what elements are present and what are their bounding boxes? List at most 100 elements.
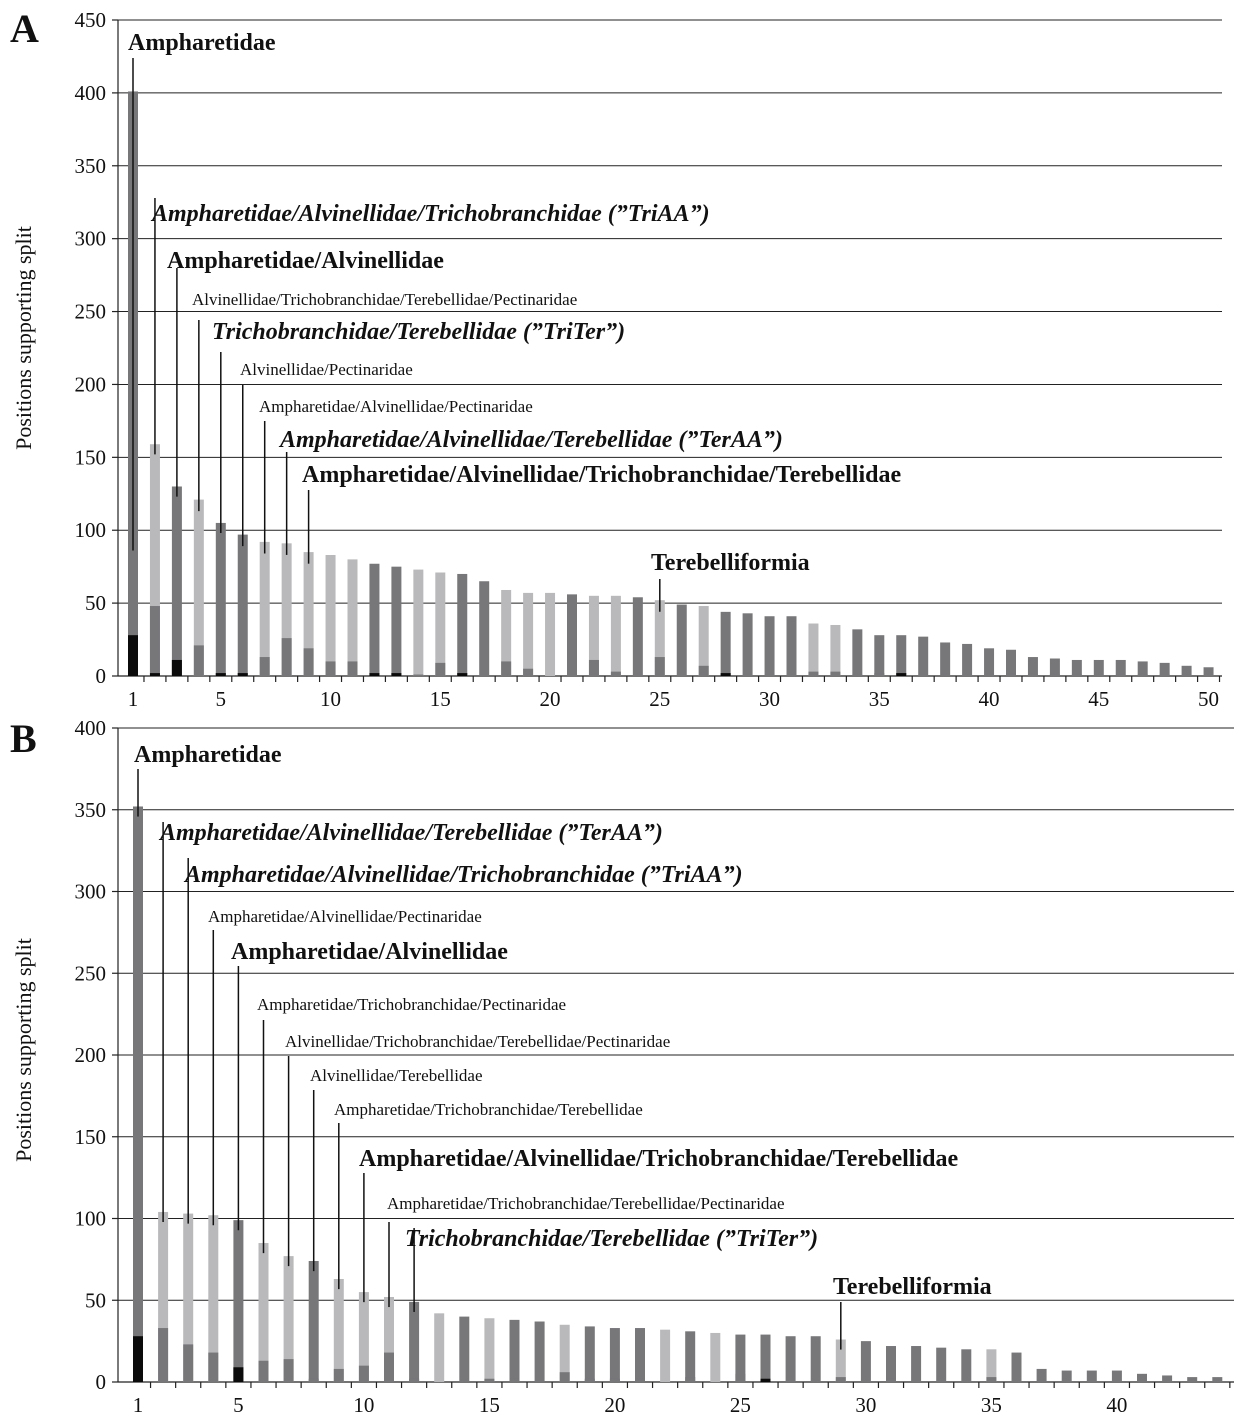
bar-grey-segment xyxy=(830,671,841,676)
bar-grey-segment xyxy=(1027,674,1038,676)
x-tick-label: 30 xyxy=(855,1393,876,1417)
x-tick-label: 20 xyxy=(604,1393,625,1417)
bar-total xyxy=(852,629,863,676)
x-tick-label: 15 xyxy=(430,687,451,711)
bar-total xyxy=(735,1334,746,1382)
annotation-label: Trichobranchidae/Terebellidae (”TriTer”) xyxy=(405,1226,818,1252)
bar-total xyxy=(961,1349,972,1382)
bar-grey-segment xyxy=(835,1377,846,1382)
bar-grey-segment xyxy=(808,671,819,676)
annotation-label: Ampharetidae/Trichobranchidae/Terebellid… xyxy=(387,1194,785,1213)
bar-total xyxy=(1086,1370,1097,1382)
bar-grey-segment xyxy=(358,1365,369,1382)
bar-grey-segment xyxy=(308,1378,319,1382)
bar-grey-segment xyxy=(1049,674,1060,676)
bar-grey-segment xyxy=(193,645,204,676)
bar-total xyxy=(567,594,577,676)
bar-total xyxy=(434,1313,445,1382)
y-tick-label: 0 xyxy=(96,1370,107,1394)
bar-total xyxy=(158,1211,169,1382)
bar-grey-segment xyxy=(1006,673,1016,676)
bar-total xyxy=(632,597,643,676)
bar-total xyxy=(760,1334,771,1382)
x-tick-label: 30 xyxy=(759,687,780,711)
bar-grey-segment xyxy=(1071,674,1082,676)
bar-total xyxy=(1187,1377,1198,1382)
bar-grey-segment xyxy=(610,671,621,676)
x-tick-label: 35 xyxy=(869,687,890,711)
bar-grey-segment xyxy=(654,657,665,676)
bar-total xyxy=(1203,667,1214,676)
bar-total xyxy=(911,1346,922,1382)
bar-total xyxy=(1061,1370,1072,1382)
y-tick-label: 400 xyxy=(75,81,107,105)
bar-black-segment xyxy=(128,635,138,676)
annotation-label: Alvinellidae/Trichobranchidae/Terebellid… xyxy=(192,290,577,309)
bar-total xyxy=(133,806,143,1382)
bar-total xyxy=(1011,1352,1022,1382)
annotation-label: Ampharetidae/Alvinellidae xyxy=(167,248,444,274)
bar-total xyxy=(835,1339,846,1382)
y-tick-label: 200 xyxy=(75,372,107,396)
annotation-label: Ampharetidae/Alvinellidae xyxy=(231,939,508,965)
bar-grey-segment xyxy=(413,674,424,676)
bar-total xyxy=(786,616,797,676)
y-tick-label: 250 xyxy=(75,961,107,985)
bar-grey-segment xyxy=(874,673,885,676)
bar-total xyxy=(523,592,534,676)
annotation-label: Ampharetidae/Trichobranchidae/Terebellid… xyxy=(334,1100,643,1119)
bar-grey-segment xyxy=(158,1328,169,1382)
bar-grey-segment xyxy=(258,1360,269,1382)
bar-total xyxy=(860,1341,871,1382)
bar-grey-segment xyxy=(852,674,863,676)
bar-total xyxy=(325,555,336,676)
bar-total xyxy=(358,1292,369,1382)
bar-total xyxy=(588,595,599,676)
bar-total xyxy=(609,1328,620,1382)
bar-total xyxy=(384,1296,394,1382)
bar-total xyxy=(501,589,512,676)
bar-total xyxy=(710,1332,721,1382)
bar-grey-segment xyxy=(609,1378,620,1382)
x-tick-label: 1 xyxy=(133,1393,144,1417)
bar-total xyxy=(1071,659,1082,676)
x-tick-label: 10 xyxy=(320,687,341,711)
bar-total xyxy=(1115,659,1126,676)
y-tick-label: 150 xyxy=(75,1125,107,1149)
y-tick-label: 300 xyxy=(75,227,107,251)
bar-grey-segment xyxy=(281,638,292,676)
y-tick-label: 100 xyxy=(75,518,107,542)
bar-grey-segment xyxy=(698,665,709,676)
bar-total xyxy=(1093,659,1104,676)
bar-grey-segment xyxy=(559,1372,570,1382)
bar-grey-segment xyxy=(501,661,512,676)
bar-black-segment xyxy=(215,673,226,676)
y-tick-label: 250 xyxy=(75,300,107,324)
bar-grey-segment xyxy=(333,1368,344,1382)
bar-total xyxy=(545,592,556,676)
bar-total xyxy=(559,1324,570,1382)
bar-total xyxy=(660,1329,671,1382)
bar-total xyxy=(984,648,995,676)
bar-grey-segment xyxy=(259,657,270,676)
bar-black-segment xyxy=(369,673,380,676)
annotation-label: Ampharetidae/Alvinellidae/Terebellidae (… xyxy=(158,820,663,846)
bar-total xyxy=(1111,1370,1122,1382)
bar-total xyxy=(610,595,621,676)
x-tick-label: 40 xyxy=(979,687,1000,711)
bar-total xyxy=(1027,657,1038,676)
bar-total xyxy=(484,1318,495,1382)
bar-total xyxy=(1137,661,1148,676)
y-tick-label: 350 xyxy=(75,798,107,822)
x-tick-label: 25 xyxy=(649,687,670,711)
bar-total xyxy=(940,642,951,676)
x-tick-label: 5 xyxy=(216,687,227,711)
bar-total xyxy=(918,636,929,676)
bar-total xyxy=(742,613,753,676)
bar-grey-segment xyxy=(635,1378,645,1382)
bar-total xyxy=(183,1213,194,1382)
bar-total xyxy=(409,1301,420,1382)
bar-total xyxy=(391,566,402,676)
bar-grey-segment xyxy=(283,1359,294,1382)
